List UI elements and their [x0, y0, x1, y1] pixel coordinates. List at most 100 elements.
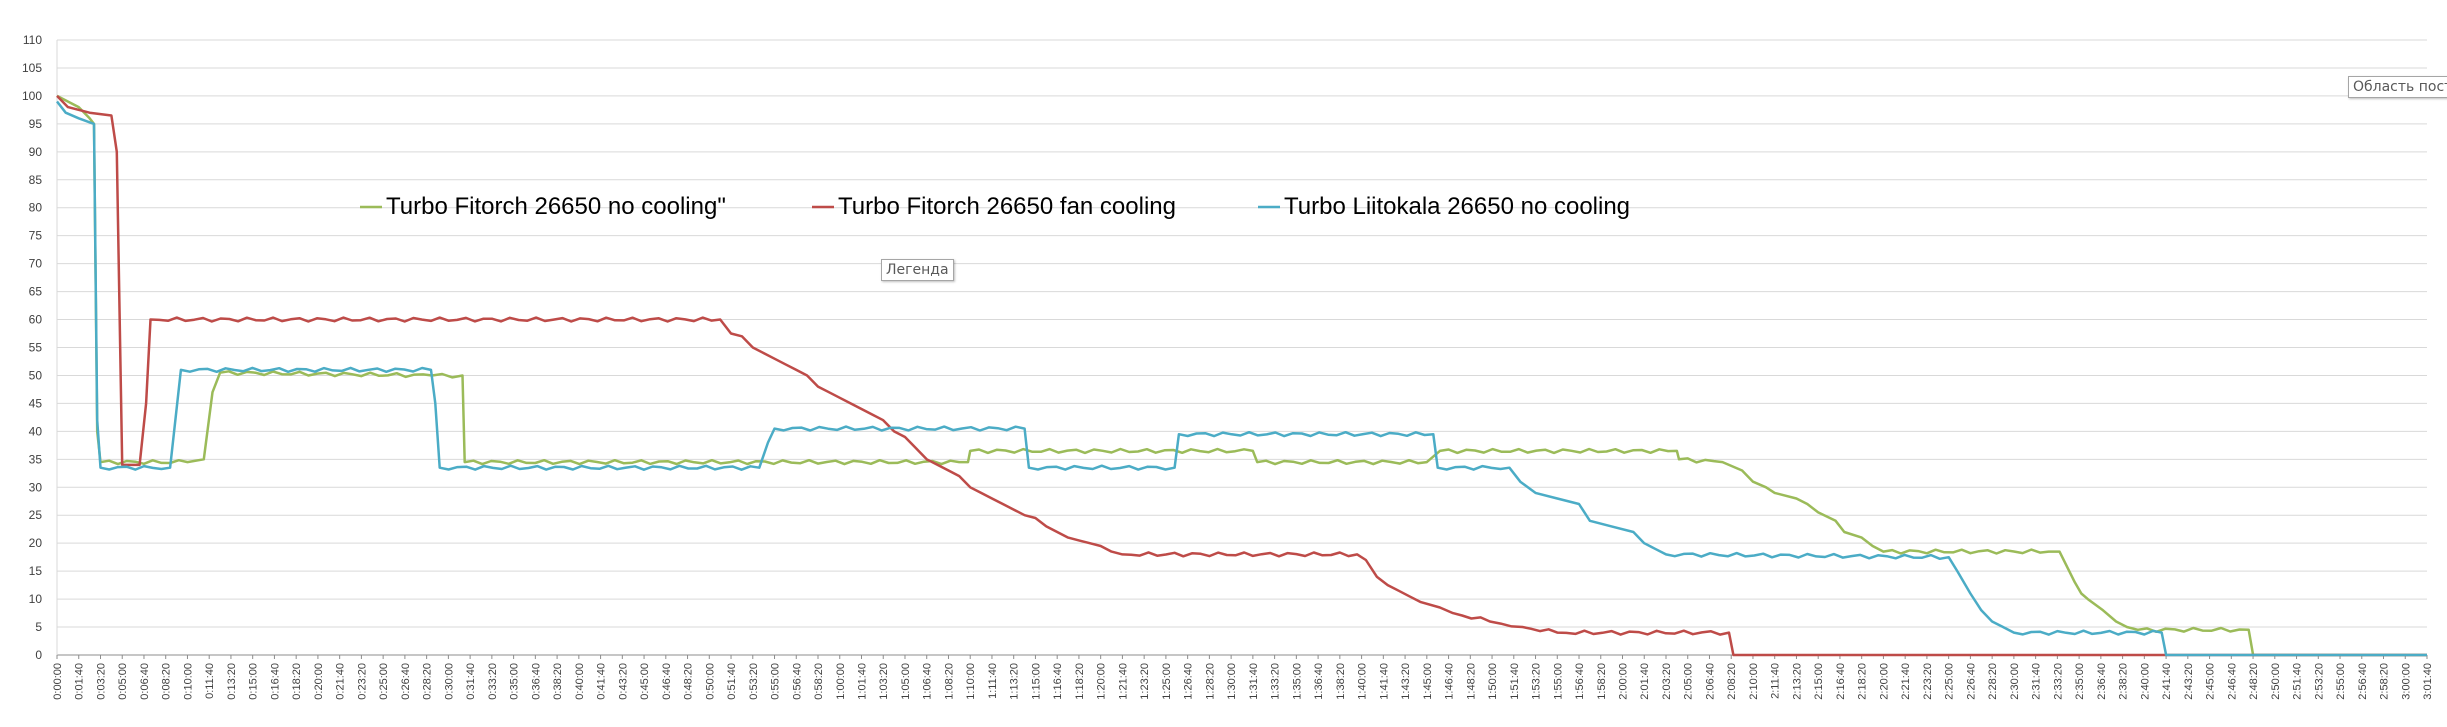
- x-tick-label: 1:38:20: [1335, 663, 1347, 700]
- x-tick-label: 3:01:40: [2422, 663, 2434, 700]
- x-tick-label: 0:51:40: [726, 663, 738, 700]
- x-tick-label: 1:48:20: [1465, 663, 1477, 700]
- x-tick-label: 1:51:40: [1509, 663, 1521, 700]
- x-tick-label: 1:16:40: [1052, 663, 1064, 700]
- y-tick-label: 45: [29, 396, 43, 410]
- x-tick-label: 0:33:20: [487, 663, 499, 700]
- x-tick-label: 0:35:00: [509, 663, 521, 700]
- x-tick-label: 1:06:40: [922, 663, 934, 700]
- x-tick-label: 2:13:20: [1791, 663, 1803, 700]
- x-tick-label: 0:16:40: [269, 663, 281, 700]
- x-tick-label: 2:53:20: [2313, 663, 2325, 700]
- y-tick-label: 60: [29, 313, 43, 327]
- x-tick-label: 2:56:40: [2357, 663, 2369, 700]
- y-tick-label: 100: [22, 89, 42, 103]
- x-tick-label: 1:01:40: [856, 663, 868, 700]
- x-tick-label: 1:55:00: [1552, 663, 1564, 700]
- y-tick-label: 55: [29, 341, 43, 355]
- x-tick-label: 1:56:40: [1574, 663, 1586, 700]
- legend[interactable]: Turbo Fitorch 26650 no cooling" Turbo Fit…: [360, 193, 1630, 220]
- x-tick-label: 0:40:00: [574, 663, 586, 700]
- x-tick-label: 2:08:20: [1726, 663, 1738, 700]
- x-tick-label: 1:46:40: [1444, 663, 1456, 700]
- x-tick-label: 2:16:40: [1835, 663, 1847, 700]
- y-tick-label: 30: [29, 480, 43, 494]
- legend-entry-label[interactable]: Turbo Liitokala 26650 no cooling: [1284, 193, 1630, 220]
- x-tick-label: 1:11:40: [987, 663, 999, 699]
- x-tick-label: 2:21:40: [1900, 663, 1912, 700]
- x-tick-label: 1:40:00: [1357, 663, 1369, 700]
- x-tick-label: 0:23:20: [356, 663, 368, 700]
- series-line-1: [56, 94, 2427, 657]
- x-tick-label: 1:05:00: [900, 663, 912, 700]
- x-tick-label: 0:48:20: [683, 663, 695, 700]
- legend-entry-label[interactable]: Turbo Fitorch 26650 fan cooling: [838, 193, 1176, 220]
- x-tick-label: 2:05:00: [1683, 663, 1695, 700]
- x-tick-label: 2:18:20: [1857, 663, 1869, 700]
- x-tick-label: 2:06:40: [1704, 663, 1716, 700]
- x-tick-label: 1:13:20: [1009, 663, 1021, 700]
- x-tick-label: 0:00:00: [52, 663, 64, 700]
- y-tick-label: 5: [35, 620, 42, 634]
- x-tick-label: 1:36:40: [1313, 663, 1325, 700]
- x-tick-label: 2:26:40: [1965, 663, 1977, 700]
- x-tick-label: 2:36:40: [2096, 663, 2108, 700]
- x-tick-label: 0:58:20: [813, 663, 825, 700]
- x-tick-label: 1:10:00: [965, 663, 977, 700]
- x-tick-label: 0:13:20: [226, 663, 238, 700]
- x-tick-label: 0:25:00: [378, 663, 390, 700]
- y-tick-label: 75: [29, 229, 43, 243]
- x-tick-label: 1:43:20: [1400, 663, 1412, 700]
- x-tick-label: 2:43:20: [2183, 663, 2195, 700]
- x-tick-label: 1:53:20: [1531, 663, 1543, 700]
- x-tick-label: 0:31:40: [465, 663, 477, 700]
- x-tick-label: 1:50:00: [1487, 663, 1499, 700]
- x-tick-label: 1:31:40: [1248, 663, 1260, 700]
- x-tick-label: 2:40:00: [2139, 663, 2151, 700]
- x-tick-label: 1:23:20: [1139, 663, 1151, 700]
- x-tick-label: 1:03:20: [878, 663, 890, 700]
- y-tick-label: 0: [35, 648, 42, 662]
- x-tick-label: 1:45:00: [1422, 663, 1434, 700]
- x-tick-label: 0:36:40: [530, 663, 542, 700]
- x-tick-label: 0:05:00: [117, 663, 129, 700]
- x-tick-label: 0:03:20: [95, 663, 107, 700]
- x-tick-label: 1:08:20: [943, 663, 955, 700]
- y-axis: 0 5 10 15 20 25 30 35 40 45 50 55 60 65 70 75 80 85 90 95 10…: [22, 33, 58, 662]
- x-tick-label: 2:38:20: [2118, 663, 2130, 700]
- y-tick-label: 35: [29, 452, 43, 466]
- x-tick-label: 1:21:40: [1117, 663, 1129, 700]
- x-tick-label: 2:10:00: [1748, 663, 1760, 700]
- y-tick-label: 110: [23, 33, 42, 47]
- x-tick-label: 0:53:20: [748, 663, 760, 700]
- x-axis: 0:00:00 0:01:40 0:03:20 0:05:00 0:06:40 0:08:…: [52, 655, 2434, 700]
- x-tick-label: 0:30:00: [443, 663, 455, 700]
- y-tick-label: 105: [22, 61, 42, 75]
- x-tick-label: 1:33:20: [1270, 663, 1282, 700]
- x-tick-label: 0:45:00: [639, 663, 651, 700]
- x-tick-label: 2:28:20: [1987, 663, 1999, 700]
- x-tick-label: 0:21:40: [335, 663, 347, 700]
- x-tick-label: 3:00:00: [2400, 663, 2412, 700]
- x-tick-label: 2:58:20: [2379, 663, 2391, 700]
- x-tick-label: 0:28:20: [422, 663, 434, 700]
- y-tick-label: 90: [29, 145, 43, 159]
- x-tick-label: 2:50:00: [2270, 663, 2282, 700]
- y-tick-label: 50: [29, 368, 43, 382]
- x-tick-label: 0:11:40: [204, 663, 216, 699]
- x-tick-label: 0:50:00: [704, 663, 716, 700]
- legend-entry-label[interactable]: Turbo Fitorch 26650 no cooling": [386, 193, 726, 220]
- x-tick-label: 2:25:00: [1944, 663, 1956, 700]
- x-tick-label: 1:00:00: [835, 663, 847, 700]
- y-tick-label: 80: [29, 201, 43, 215]
- horizontal-gridlines: [57, 39, 2427, 656]
- x-tick-label: 1:28:20: [1204, 663, 1216, 700]
- x-tick-label: 2:00:00: [1618, 663, 1630, 700]
- y-tick-label: 10: [29, 592, 43, 606]
- x-tick-label: 0:26:40: [400, 663, 412, 700]
- x-tick-label: 0:38:20: [552, 663, 564, 700]
- x-tick-label: 1:30:00: [1226, 663, 1238, 700]
- y-tick-label: 40: [29, 424, 43, 438]
- x-tick-label: 0:15:00: [248, 663, 260, 700]
